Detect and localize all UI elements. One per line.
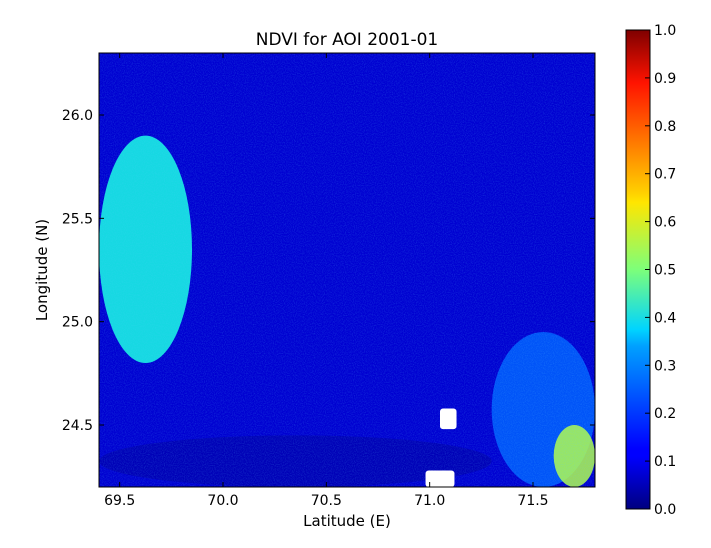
y-tick-label: 24.5 — [62, 418, 93, 434]
colorbar-tick-label: 0.1 — [654, 454, 676, 470]
colorbar-tick-label: 0.7 — [654, 167, 676, 183]
colorbar-tick-label: 0.6 — [654, 215, 676, 231]
y-tick-label: 26.0 — [62, 108, 93, 124]
colorbar-tick-label: 0.5 — [654, 263, 676, 279]
x-tick-label: 70.5 — [311, 493, 342, 509]
y-axis-label: Longitude (N) — [33, 219, 51, 321]
colorbar-tick-label: 0.0 — [654, 502, 676, 518]
colorbar-tick-label: 0.9 — [654, 71, 676, 87]
y-tick-label: 25.0 — [62, 315, 93, 331]
colorbar: 0.0 0.1 0.2 0.3 0.4 0.5 0.6 0.7 0.8 0.9 1.0 — [625, 23, 676, 518]
colorbar-tick-label: 0.4 — [654, 310, 676, 326]
colorbar-ticks: 0.0 0.1 0.2 0.3 0.4 0.5 0.6 0.7 0.8 0.9 1.0 — [645, 23, 676, 518]
x-tick-label: 71.5 — [517, 493, 548, 509]
colorbar-tick-label: 0.2 — [654, 406, 676, 422]
heatmap-texture — [99, 53, 595, 487]
colorbar-tick-label: 0.3 — [654, 358, 676, 374]
colorbar-tick-label: 1.0 — [654, 23, 676, 39]
y-axis: 24.5 25.0 25.5 26.0 — [62, 108, 595, 434]
x-tick-label: 70.0 — [207, 493, 238, 509]
heatmap-plot-area — [99, 53, 595, 487]
x-axis: 69.5 70.0 70.5 71.0 71.5 — [104, 53, 549, 509]
x-axis-label: Latitude (E) — [303, 512, 391, 530]
colorbar-tick-label: 0.8 — [654, 119, 676, 135]
x-tick-label: 69.5 — [104, 493, 135, 509]
x-tick-label: 71.0 — [414, 493, 445, 509]
y-tick-label: 25.5 — [62, 211, 93, 227]
nodata-region — [440, 408, 457, 430]
chart-title: NDVI for AOI 2001-01 — [256, 30, 439, 50]
nodata-regions — [425, 408, 457, 487]
nodata-region — [425, 470, 455, 487]
plot-frame — [98, 52, 596, 488]
